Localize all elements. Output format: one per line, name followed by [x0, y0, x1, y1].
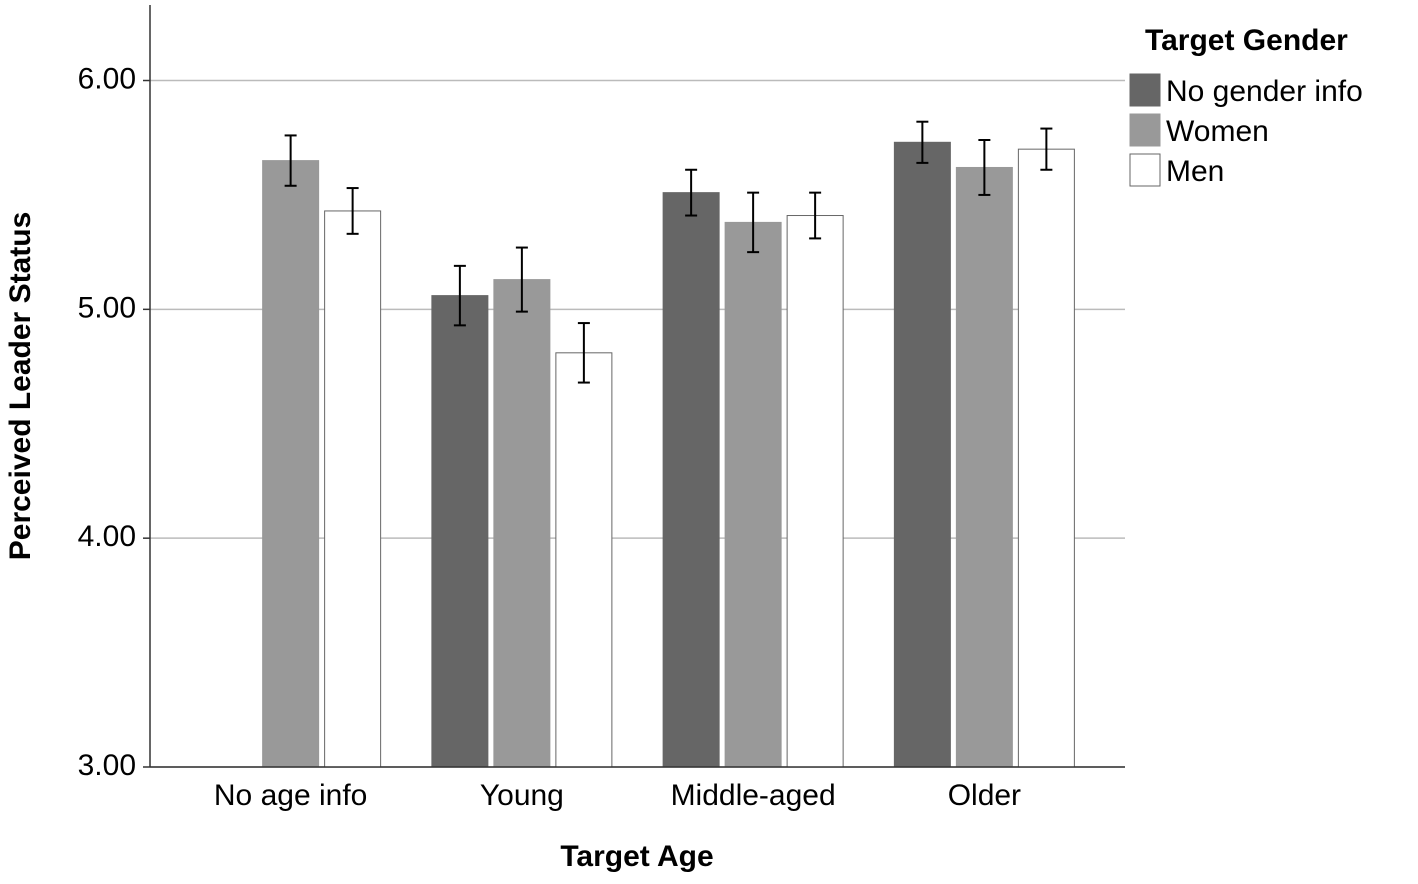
- error-bar: [346, 187, 359, 235]
- bar: [893, 141, 951, 768]
- error-bar: [916, 120, 929, 164]
- legend-label: Women: [1166, 115, 1269, 148]
- error-bar: [284, 134, 297, 187]
- bar: [493, 279, 551, 768]
- bar: [724, 221, 782, 768]
- error-bar: [978, 139, 991, 196]
- x-tick-label: No age info: [214, 779, 367, 812]
- bar: [786, 215, 844, 768]
- legend-title: Target Gender: [1145, 24, 1348, 57]
- y-tick-label: 3.00: [78, 749, 136, 782]
- bar: [262, 160, 320, 768]
- legend-label: Men: [1166, 155, 1224, 188]
- error-bar: [809, 191, 822, 240]
- x-tick-label: Older: [948, 779, 1021, 812]
- x-tick-label: Middle-aged: [671, 779, 836, 812]
- bar: [431, 295, 489, 768]
- bar: [1017, 148, 1075, 768]
- y-tick-label: 6.00: [78, 62, 136, 95]
- y-axis-title: Perceived Leader Status: [4, 212, 37, 561]
- y-tick-label: 5.00: [78, 291, 136, 324]
- bar: [662, 192, 720, 768]
- x-axis-title: Target Age: [560, 840, 713, 873]
- error-bar: [577, 322, 590, 384]
- error-bar: [747, 191, 760, 254]
- legend-swatch: [1129, 113, 1161, 147]
- bar: [555, 352, 613, 768]
- error-bar: [685, 168, 698, 217]
- legend-swatch: [1129, 73, 1161, 107]
- legend-swatch: [1129, 153, 1161, 187]
- bar: [324, 210, 382, 768]
- y-tick-label: 4.00: [78, 520, 136, 553]
- error-bar: [453, 264, 466, 327]
- bar: [955, 166, 1013, 768]
- error-bar: [1040, 127, 1053, 171]
- error-bar: [515, 246, 528, 313]
- x-tick-label: Young: [480, 779, 564, 812]
- legend-label: No gender info: [1166, 75, 1363, 108]
